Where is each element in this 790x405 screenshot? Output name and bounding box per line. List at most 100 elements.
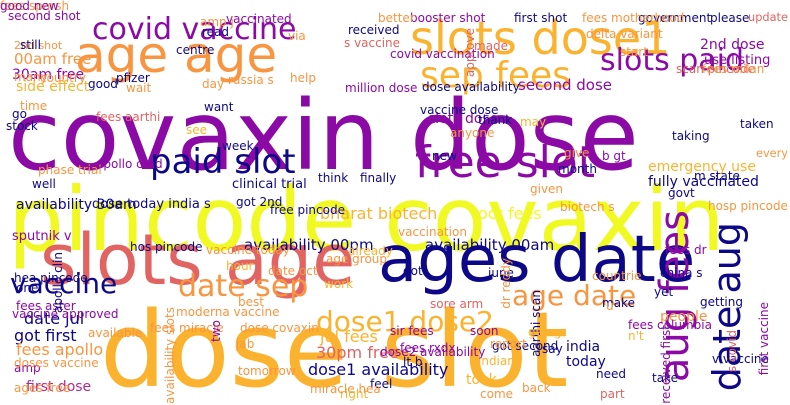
cloud-word: fees rxdx: [400, 341, 456, 355]
cloud-word: bharat biotech: [320, 204, 438, 223]
cloud-word: jul fees: [320, 327, 378, 346]
cloud-word: feel: [370, 377, 393, 391]
cloud-word: got 2nd: [236, 195, 283, 209]
cloud-word: pfizer: [116, 71, 150, 85]
cloud-word: got second: [492, 339, 559, 353]
cloud-word: via: [288, 29, 306, 43]
cloud-word: country: [40, 71, 86, 85]
cloud-word: m state: [694, 169, 740, 183]
cloud-word: phase trial: [38, 163, 102, 177]
cloud-word: better: [378, 11, 415, 25]
cloud-word: s covid: [725, 330, 739, 373]
cloud-word: dose availability: [422, 80, 520, 94]
cloud-word: month: [558, 162, 597, 176]
cloud-word: day: [202, 77, 225, 91]
cloud-word: time: [20, 99, 48, 113]
cloud-word: 00am free: [14, 50, 92, 68]
cloud-word: june: [488, 266, 514, 280]
cloud-word: vaccine: [10, 267, 118, 300]
cloud-word: emergency use: [648, 159, 756, 175]
cloud-word: took: [466, 372, 497, 388]
cloud-word: say: [542, 342, 563, 356]
cloud-word: fees motherhood: [582, 11, 685, 25]
cloud-word: second shot: [8, 9, 81, 23]
cloud-word: yet: [654, 285, 674, 299]
cloud-word: hour: [226, 259, 254, 273]
cloud-word: thank: [478, 113, 513, 127]
cloud-word: help: [290, 71, 316, 85]
cloud-word: start: [620, 45, 648, 59]
cloud-word: need: [596, 367, 626, 381]
cloud-word: fees columbia: [628, 318, 712, 332]
cloud-word: free slot: [415, 137, 596, 188]
cloud-word: lt b: [403, 355, 423, 369]
cloud-word: free pincode: [270, 203, 345, 217]
cloud-word: india: [566, 339, 601, 355]
cloud-word: sputnik v: [12, 229, 72, 244]
cloud-word: taken: [740, 117, 774, 131]
cloud-word: vaccine today: [206, 243, 290, 257]
cloud-word: s vaccine: [344, 36, 401, 50]
cloud-word: fees aarthi: [96, 110, 161, 124]
cloud-word: doses vaccine: [14, 356, 99, 370]
cloud-word: v vaccine: [712, 352, 769, 366]
cloud-word: vaccine approved: [12, 307, 119, 321]
cloud-word: good new: [0, 0, 59, 13]
cloud-word: soon: [470, 324, 499, 338]
cloud-word: well: [32, 177, 56, 191]
cloud-word: got: [403, 264, 423, 278]
cloud-word: date sep: [178, 269, 309, 304]
cloud-word: first shot: [514, 11, 568, 25]
cloud-word: every: [756, 146, 788, 160]
cloud-word: second dose: [518, 76, 613, 94]
cloud-word: given: [530, 182, 564, 196]
cloud-word: aarthi scan: [529, 290, 543, 357]
cloud-word: slots paid: [600, 43, 745, 78]
cloud-word: dose today india s: [92, 197, 211, 212]
cloud-word: vaccination: [398, 225, 467, 239]
cloud-word: fees miracle: [150, 321, 224, 335]
cloud-word: dose2 availability: [380, 345, 486, 359]
cloud-word: received first: [659, 325, 673, 404]
cloud-word: apollo crad: [96, 157, 163, 171]
cloud-word: date jul: [24, 309, 85, 328]
cloud-word: vaccine dose: [420, 103, 499, 117]
cloud-word: want: [204, 100, 234, 114]
cloud-word: indian: [478, 354, 515, 368]
cloud-word: scan pincode: [676, 62, 756, 76]
cloud-word: many: [14, 70, 48, 84]
cloud-word: work: [324, 277, 354, 291]
cloud-word: received: [348, 23, 400, 37]
cloud-word: date oct: [268, 264, 318, 278]
cloud-word: come: [480, 387, 514, 401]
cloud-word: age group: [326, 252, 388, 266]
cloud-word: new: [432, 149, 457, 163]
cloud-word: delta variant: [586, 27, 663, 41]
cloud-word: dose covaxin: [240, 321, 319, 335]
cloud-word: got first: [14, 326, 77, 345]
cloud-word: week: [222, 139, 254, 153]
cloud-word: good: [88, 77, 118, 91]
cloud-word: pincode covaxin: [8, 168, 725, 271]
cloud-word: first dose: [26, 379, 92, 395]
cloud-word: 30am free: [12, 67, 85, 83]
cloud-word: two: [209, 320, 223, 342]
cloud-word: age age: [75, 26, 278, 84]
cloud-word: dose1 dose2: [316, 305, 494, 338]
cloud-word: centre: [176, 43, 215, 57]
cloud-word: one: [16, 281, 39, 295]
cloud-word: best: [238, 295, 264, 309]
cloud-word: booster shot: [410, 11, 486, 25]
cloud-word: going: [528, 325, 562, 339]
cloud-word: china s: [660, 266, 703, 280]
cloud-word: right: [340, 387, 369, 401]
cloud-word: back: [522, 381, 551, 395]
cloud-word: take: [652, 371, 678, 385]
cloud-word: getting: [700, 295, 743, 309]
cloud-word: b gt: [602, 149, 626, 163]
cloud-word: ages free: [14, 381, 71, 395]
cloud-word: report: [490, 337, 527, 351]
cloud-word: n't: [628, 329, 644, 343]
cloud-word: read: [202, 25, 230, 39]
cloud-word: stock: [6, 119, 38, 133]
